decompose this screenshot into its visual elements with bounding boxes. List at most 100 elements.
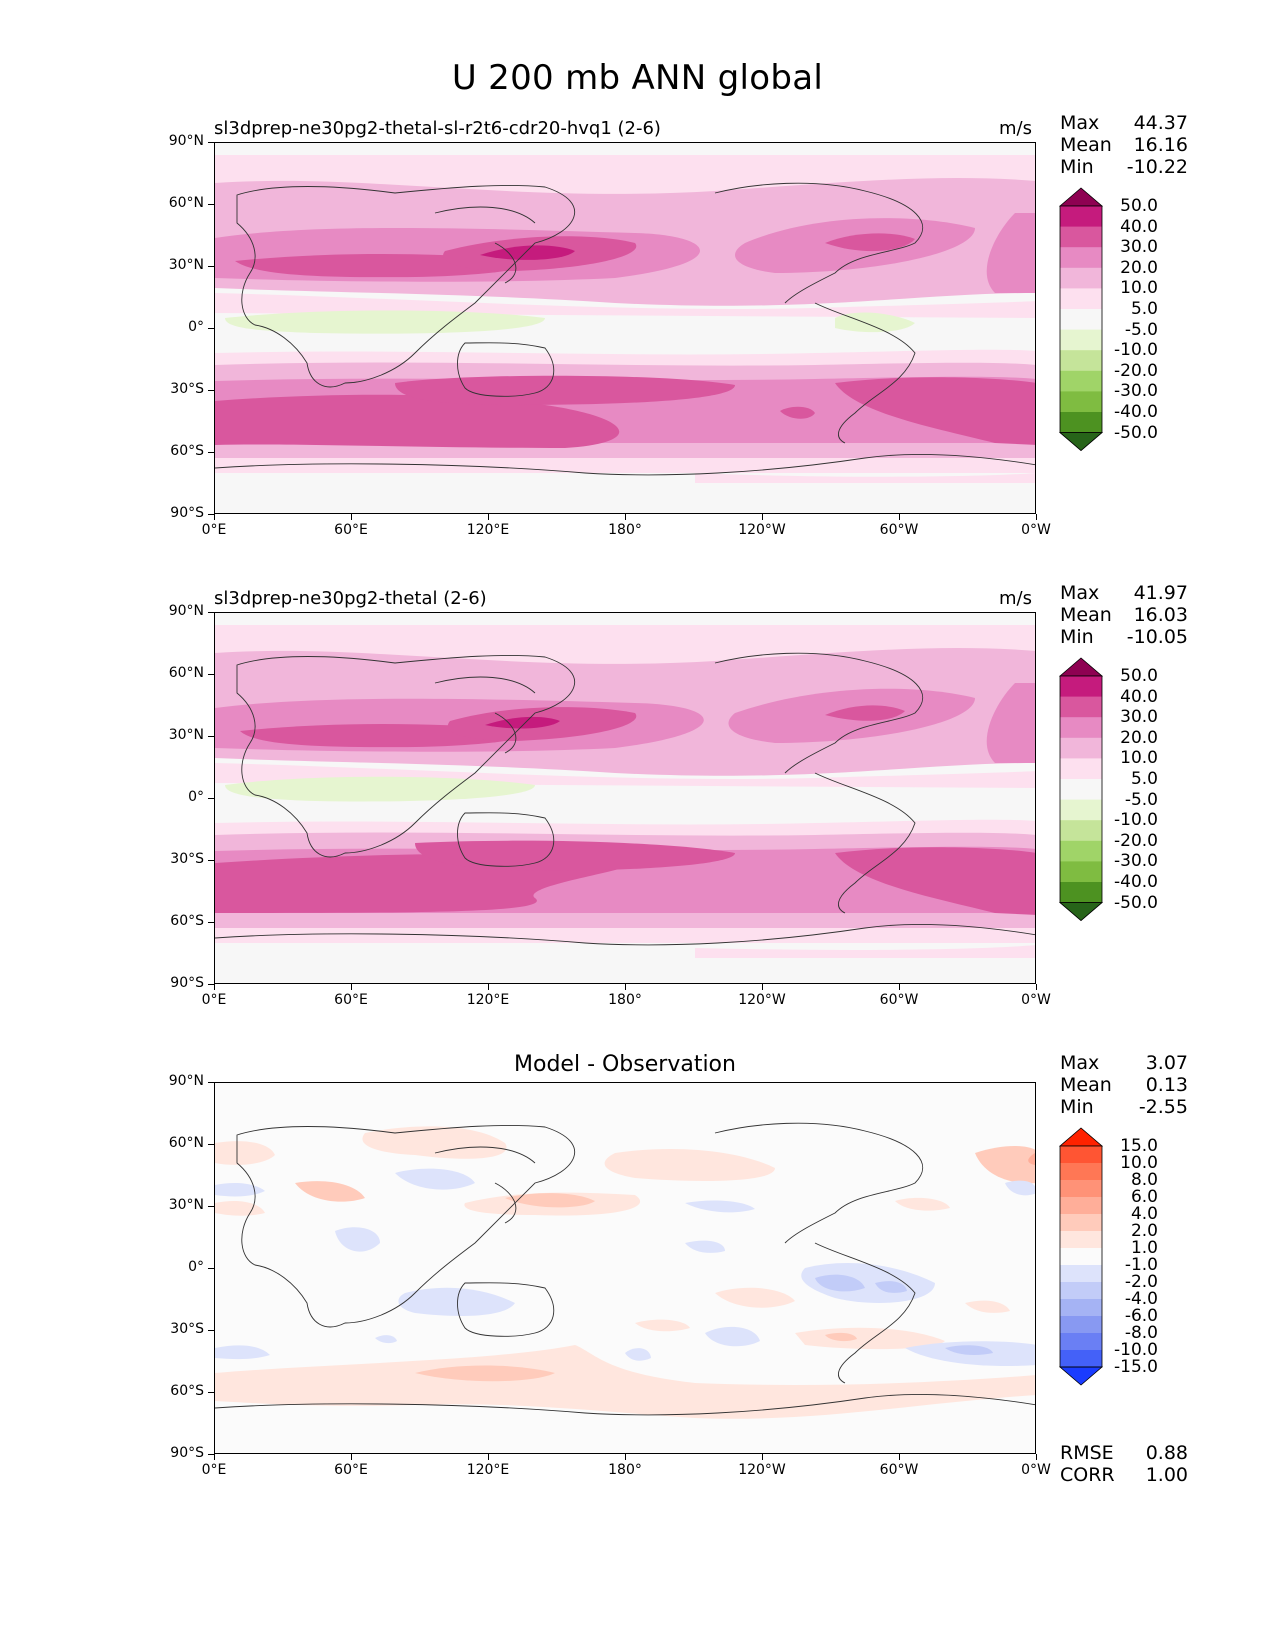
lat-tick <box>208 1268 214 1269</box>
lat-tick-label: 30°S <box>170 381 204 397</box>
colorbar-segment <box>1060 676 1102 698</box>
lon-tick-label: 60°E <box>334 992 368 1008</box>
colorbar-label: 10.0 <box>1120 278 1158 299</box>
lon-tick-label: 0°W <box>1021 1462 1051 1478</box>
colorbar-segment <box>1060 1316 1102 1334</box>
colorbar-label: 5.0 <box>1130 299 1158 319</box>
lat-tick <box>208 674 214 675</box>
lon-tick <box>214 984 215 990</box>
colorbar-segment <box>1060 1197 1102 1215</box>
lat-tick-label: 30°S <box>170 1321 204 1337</box>
lat-tick-label: 60°N <box>168 1135 204 1151</box>
stat-mean-value: 16.03 <box>1133 604 1188 626</box>
lon-tick <box>899 984 900 990</box>
colorbar-segment <box>1060 247 1102 269</box>
lon-tick <box>488 1454 489 1460</box>
panel-difference: Model - Observation <box>0 1052 1275 1498</box>
lat-tick <box>208 266 214 267</box>
lat-tick-label: 60°N <box>168 665 204 681</box>
rmse-label: RMSE <box>1060 1442 1114 1464</box>
stats-block: Max 44.37 Mean 16.16 Min -10.22 <box>1060 112 1188 178</box>
lon-tick-label: 0°W <box>1021 992 1051 1008</box>
lon-tick-label: 0°W <box>1021 522 1051 538</box>
lat-tick <box>208 922 214 923</box>
colorbar-segment <box>1060 1146 1102 1164</box>
colorbar-segment <box>1060 1248 1102 1266</box>
lat-tick-label: 30°N <box>168 1197 204 1213</box>
colorbar-label: -10.0 <box>1114 340 1158 361</box>
lon-tick <box>899 514 900 520</box>
lon-tick <box>762 1454 763 1460</box>
panel-title: sl3dprep-ne30pg2-thetal-sl-r2t6-cdr20-hv… <box>214 118 661 139</box>
panel-test-model: sl3dprep-ne30pg2-thetal-sl-r2t6-cdr20-hv… <box>0 112 1275 558</box>
colorbar-segment <box>1060 370 1102 392</box>
colorbar-label: 40.0 <box>1120 216 1158 237</box>
colorbar-frame <box>1059 1145 1103 1368</box>
lat-tick-label: 90°N <box>168 603 204 619</box>
colorbar-label: -50.0 <box>1114 422 1158 443</box>
colorbar-segment <box>1060 350 1102 372</box>
map-field-svg <box>215 143 1035 513</box>
lon-tick-label: 0°E <box>201 1462 227 1478</box>
lat-tick <box>208 1330 214 1331</box>
colorbar-segment <box>1060 1299 1102 1317</box>
colorbar-segment <box>1060 1282 1102 1300</box>
lat-tick-label: 90°S <box>170 505 204 521</box>
lat-tick <box>208 1144 214 1145</box>
colorbar-label: -10.0 <box>1114 810 1158 831</box>
lat-tick <box>208 736 214 737</box>
lat-tick <box>208 1392 214 1393</box>
colorbar-label: -20.0 <box>1114 830 1158 851</box>
stat-min-label: Min <box>1060 1096 1094 1118</box>
colorbar-segment <box>1060 758 1102 780</box>
stat-max-label: Max <box>1060 112 1100 134</box>
lat-tick <box>208 514 214 515</box>
colorbar-label: -15.0 <box>1114 1357 1158 1377</box>
colorbar-segment <box>1060 820 1102 842</box>
lon-tick-label: 0°E <box>201 992 227 1008</box>
colorbar-segment <box>1060 329 1102 351</box>
colorbar-label: 50.0 <box>1120 666 1158 686</box>
stat-min-label: Min <box>1060 626 1094 648</box>
colorbar-label: 10.0 <box>1120 748 1158 769</box>
stat-mean-label: Mean <box>1060 604 1112 626</box>
colorbar-segment <box>1060 717 1102 739</box>
lat-tick-label: 60°S <box>170 1383 204 1399</box>
lat-tick-label: 0° <box>188 319 204 335</box>
lon-tick <box>625 984 626 990</box>
colorbar-label: 4.0 <box>1130 1204 1158 1224</box>
lon-tick <box>762 514 763 520</box>
colorbar-segment <box>1060 840 1102 862</box>
colorbar-segment <box>1060 267 1102 289</box>
corr-label: CORR <box>1060 1464 1115 1486</box>
lon-tick-label: 0°E <box>201 522 227 538</box>
stat-mean-label: Mean <box>1060 134 1112 156</box>
stat-max-value: 44.37 <box>1133 112 1188 134</box>
lon-tick-label: 60°E <box>334 522 368 538</box>
stat-mean-value: 0.13 <box>1145 1074 1188 1096</box>
lat-tick <box>208 984 214 985</box>
colorbar-label: -40.0 <box>1114 402 1158 422</box>
colorbar-label: 20.0 <box>1120 257 1158 278</box>
colorbar-segment <box>1060 1265 1102 1283</box>
lon-tick <box>488 984 489 990</box>
colorbar-svg <box>1058 657 1104 922</box>
lat-tick-label: 30°N <box>168 257 204 273</box>
corr-value: 1.00 <box>1145 1464 1188 1486</box>
lat-tick <box>208 142 214 143</box>
lon-tick <box>762 984 763 990</box>
colorbar-label: 30.0 <box>1120 237 1158 258</box>
contour-map <box>214 142 1036 514</box>
lat-tick-label: 0° <box>188 1259 204 1275</box>
lat-tick-label: 30°S <box>170 851 204 867</box>
lon-tick-label: 120°E <box>466 522 510 538</box>
colorbar-frame <box>1059 205 1103 434</box>
lon-tick <box>899 1454 900 1460</box>
colorbar-label: 6.0 <box>1130 1187 1158 1207</box>
stat-min-label: Min <box>1060 156 1094 178</box>
colorbar-label: -6.0 <box>1124 1306 1158 1326</box>
colorbar-segment <box>1060 1163 1102 1181</box>
panel-units: m/s <box>999 118 1032 139</box>
colorbar-label: 15.0 <box>1120 1136 1158 1156</box>
colorbar-label: 5.0 <box>1130 769 1158 789</box>
